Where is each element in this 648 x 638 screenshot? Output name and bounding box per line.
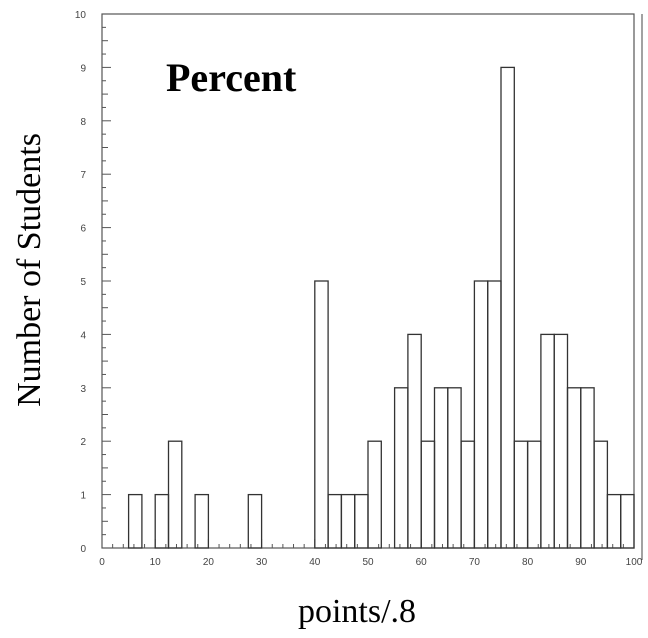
- chart-title: Percent: [166, 55, 297, 100]
- histogram-bar: [314, 280, 329, 549]
- histogram-bar: [513, 440, 529, 549]
- x-tick-label: 20: [203, 557, 215, 568]
- histogram-bar: [593, 440, 609, 549]
- histogram-bar: [340, 493, 356, 549]
- x-tick-label: 10: [150, 557, 162, 568]
- histogram-bar: [460, 440, 476, 549]
- histogram-bar: [127, 493, 143, 549]
- y-tick-label: 0: [80, 544, 86, 555]
- y-tick-label: 2: [80, 437, 86, 448]
- histogram-bar: [154, 493, 170, 549]
- histogram-bar: [566, 387, 582, 549]
- histogram-bar: [354, 493, 369, 549]
- histogram-bar: [194, 493, 210, 549]
- histogram-bar: [367, 440, 382, 549]
- y-tick-label: 9: [80, 63, 86, 74]
- y-tick-label: 10: [75, 10, 87, 21]
- x-tick-label: 30: [256, 557, 268, 568]
- y-tick-label: 4: [80, 330, 86, 341]
- y-tick-label: 6: [80, 224, 86, 235]
- x-tick-label: 100: [626, 557, 643, 568]
- y-tick-label: 5: [80, 277, 86, 288]
- x-tick-label: 80: [522, 557, 534, 568]
- x-tick-label: 0: [99, 557, 105, 568]
- histogram-bar: [580, 387, 595, 549]
- histogram-bar: [487, 280, 502, 549]
- histogram-bar: [553, 333, 569, 549]
- histogram-bar: [500, 66, 515, 549]
- x-tick-label: 60: [416, 557, 428, 568]
- histogram-bar: [420, 440, 436, 549]
- x-tick-label: 70: [469, 557, 481, 568]
- x-tick-label: 90: [575, 557, 587, 568]
- histogram-bar: [540, 333, 555, 549]
- x-tick-label: 50: [362, 557, 374, 568]
- histogram-bar: [606, 493, 622, 549]
- histogram-bars: [127, 66, 635, 549]
- histogram-bar: [447, 387, 462, 549]
- y-tick-label: 8: [80, 117, 86, 128]
- histogram-bar: [393, 387, 409, 549]
- x-tick-label: 40: [309, 557, 321, 568]
- y-tick-label: 1: [80, 491, 86, 502]
- histogram-bar: [473, 280, 489, 549]
- histogram-bar: [620, 493, 635, 549]
- y-tick-label: 7: [80, 170, 86, 181]
- histogram-bar: [433, 387, 449, 549]
- histogram-bar: [407, 333, 422, 549]
- histogram-bar: [167, 440, 183, 549]
- histogram-bar: [327, 493, 343, 549]
- y-tick-label: 3: [80, 384, 86, 395]
- x-axis-label: points/.8: [297, 593, 417, 630]
- histogram-bar: [526, 440, 542, 549]
- y-axis-label: Number of Students: [11, 133, 48, 407]
- histogram-bar: [247, 493, 263, 549]
